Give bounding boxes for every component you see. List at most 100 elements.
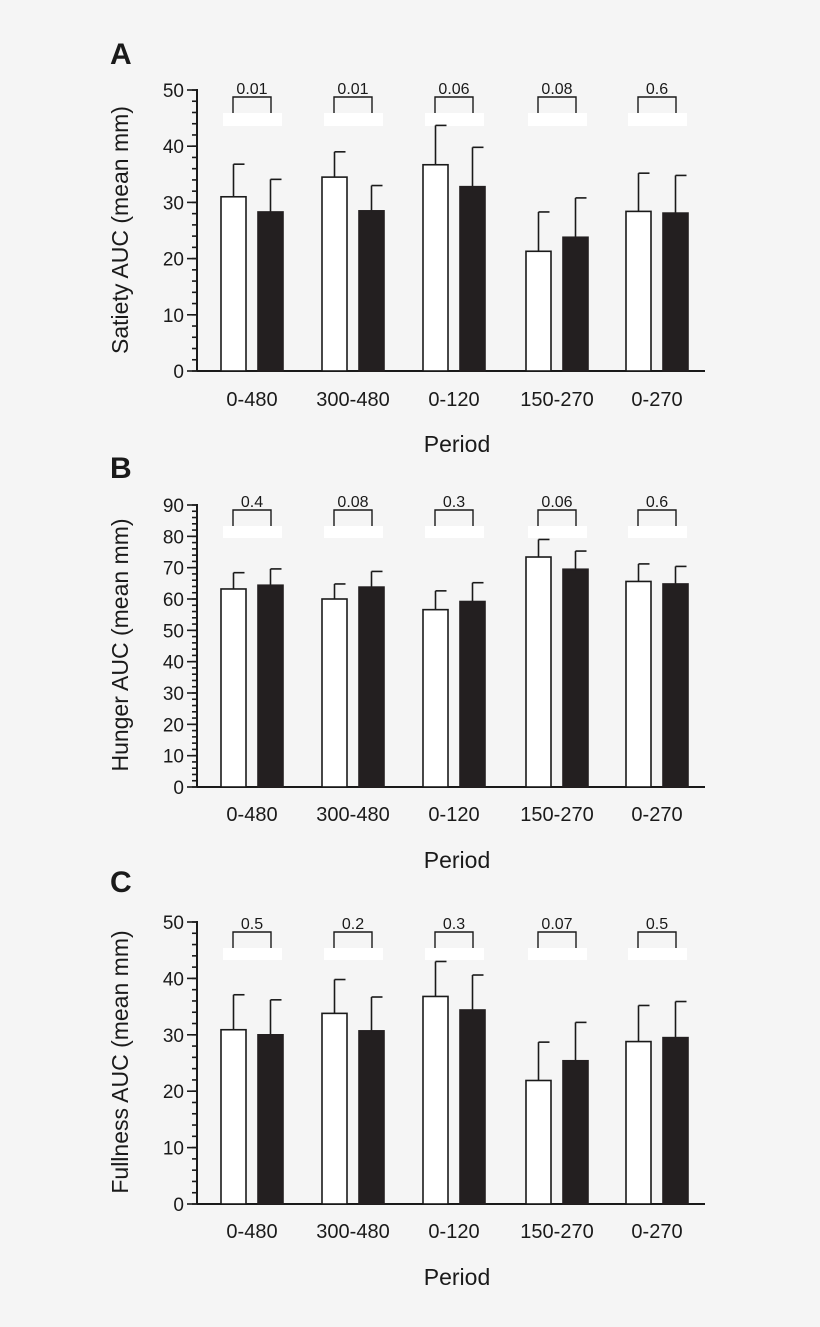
- bar-open: [525, 1079, 552, 1205]
- p-value-band: [223, 526, 282, 538]
- p-value-label: 0.5: [646, 916, 668, 933]
- x-axis-title: Period: [424, 431, 490, 457]
- y-axis-title: Satiety AUC (mean mm): [107, 106, 133, 354]
- p-value-bracket: [537, 509, 577, 526]
- p-value-label: 0.4: [241, 494, 263, 511]
- p-value-band: [223, 948, 282, 960]
- p-value-band: [628, 948, 687, 960]
- x-tick-label: 150-270: [520, 1221, 593, 1243]
- p-value-bracket: [333, 931, 373, 948]
- x-tick-label: 0-120: [428, 389, 479, 411]
- x-tick-label: 0-480: [226, 804, 277, 826]
- p-value-label: 0.2: [342, 916, 364, 933]
- bar-open: [625, 210, 652, 372]
- panel-letter: C: [110, 866, 132, 899]
- p-value-label: 0.08: [337, 494, 368, 511]
- x-tick-label: 0-480: [226, 389, 277, 411]
- bar-open: [220, 588, 247, 788]
- p-value-bracket: [434, 96, 474, 113]
- x-tick-label: 300-480: [316, 804, 389, 826]
- y-tick-label: 50: [163, 913, 184, 934]
- p-value-label: 0.08: [541, 81, 572, 98]
- y-tick-label: 10: [163, 1139, 184, 1160]
- panel-letter: B: [110, 452, 132, 485]
- bar-filled: [257, 1034, 284, 1205]
- y-axis-title: Fullness AUC (mean mm): [107, 930, 133, 1193]
- p-value-label: 0.06: [438, 81, 469, 98]
- bar-open: [625, 580, 652, 788]
- x-tick-label: 0-480: [226, 1221, 277, 1243]
- y-tick-label: 40: [163, 969, 184, 990]
- p-value-band: [628, 526, 687, 538]
- bar-filled: [459, 185, 486, 372]
- bar-open: [525, 250, 552, 372]
- p-value-bracket: [637, 96, 677, 113]
- p-value-bracket: [232, 96, 272, 113]
- y-tick-label: 50: [163, 81, 184, 102]
- bar-open: [220, 1028, 247, 1205]
- p-value-bracket: [637, 931, 677, 948]
- bar-filled: [358, 210, 385, 372]
- y-tick-label: 30: [163, 1026, 184, 1047]
- p-value-band: [425, 948, 484, 960]
- bar-filled: [562, 236, 589, 372]
- bar-open: [525, 556, 552, 788]
- p-value-bracket: [434, 509, 474, 526]
- bar-filled: [662, 1036, 689, 1205]
- bar-open: [422, 163, 449, 372]
- p-value-bracket: [333, 96, 373, 113]
- y-tick-label: 50: [163, 621, 184, 642]
- p-value-band: [324, 113, 383, 126]
- p-value-bracket: [537, 96, 577, 113]
- bar-filled: [459, 600, 486, 788]
- p-value-bracket: [333, 509, 373, 526]
- p-value-band: [628, 113, 687, 126]
- y-tick-label: 0: [173, 362, 184, 383]
- chart-panel-c: C Fullness AUC (mean mm) Period 0 10 20 30 40 50…: [107, 866, 705, 1290]
- p-value-band: [528, 113, 587, 126]
- bar-filled: [562, 1059, 589, 1205]
- bar-open: [625, 1040, 652, 1205]
- x-tick-label: 300-480: [316, 389, 389, 411]
- bar-filled: [459, 1009, 486, 1205]
- p-value-label: 0.6: [646, 494, 668, 511]
- p-value-band: [528, 526, 587, 538]
- p-value-bracket: [232, 931, 272, 948]
- y-tick-label: 0: [173, 1195, 184, 1216]
- x-tick-label: 0-120: [428, 1221, 479, 1243]
- p-value-band: [425, 526, 484, 538]
- p-value-bracket: [232, 509, 272, 526]
- bar-filled: [358, 1030, 385, 1205]
- x-tick-label: 0-270: [631, 389, 682, 411]
- y-tick-label: 10: [163, 306, 184, 327]
- bar-open: [321, 598, 348, 788]
- y-tick-label: 70: [163, 559, 184, 580]
- p-value-band: [528, 948, 587, 960]
- bar-filled: [562, 568, 589, 788]
- y-tick-label: 20: [163, 250, 184, 271]
- x-tick-label: 0-270: [631, 804, 682, 826]
- p-value-band: [223, 113, 282, 126]
- y-tick-label: 10: [163, 747, 184, 768]
- p-value-label: 0.01: [236, 81, 267, 98]
- p-value-label: 0.07: [541, 916, 572, 933]
- x-tick-label: 150-270: [520, 804, 593, 826]
- p-value-label: 0.5: [241, 916, 263, 933]
- x-tick-label: 0-120: [428, 804, 479, 826]
- bar-filled: [358, 586, 385, 788]
- y-tick-label: 0: [173, 778, 184, 799]
- p-value-band: [324, 526, 383, 538]
- p-value-label: 0.06: [541, 494, 572, 511]
- bar-open: [220, 195, 247, 372]
- p-value-bracket: [434, 931, 474, 948]
- p-value-bracket: [537, 931, 577, 948]
- bar-filled: [662, 212, 689, 372]
- x-tick-label: 0-270: [631, 1221, 682, 1243]
- p-value-label: 0.01: [337, 81, 368, 98]
- bar-open: [422, 995, 449, 1205]
- y-tick-label: 40: [163, 137, 184, 158]
- chart-panel-b: B Hunger AUC (mean mm) Period 0 10 20 30 40 50 60…: [107, 452, 705, 873]
- bar-filled: [257, 211, 284, 372]
- p-value-band: [324, 948, 383, 960]
